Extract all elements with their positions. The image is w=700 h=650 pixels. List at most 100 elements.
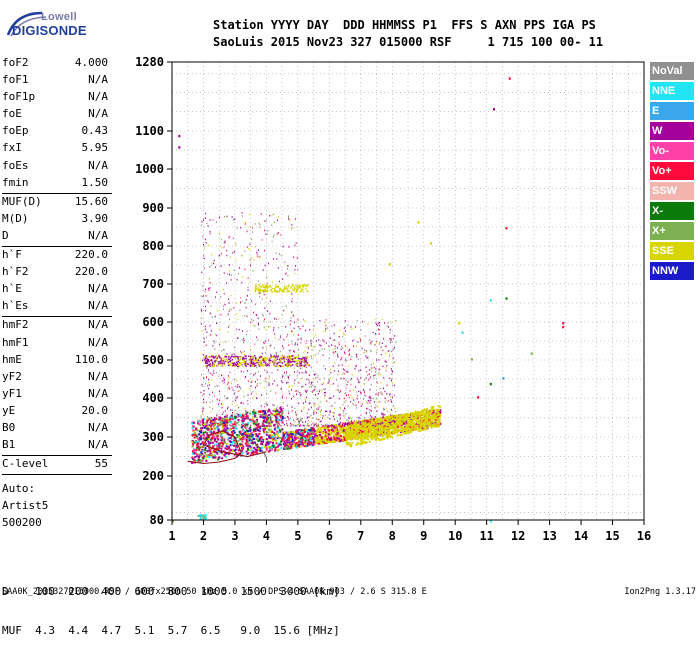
echo-point xyxy=(337,347,338,349)
echo-point xyxy=(250,227,251,229)
echo-point xyxy=(350,418,351,420)
echo-point xyxy=(205,362,207,364)
echo-point xyxy=(338,342,339,344)
echo-point xyxy=(335,348,336,350)
echo-point xyxy=(312,437,314,439)
echo-point xyxy=(321,409,322,411)
echo-point xyxy=(306,286,307,287)
echo-point xyxy=(217,310,218,312)
echo-point xyxy=(213,370,214,372)
echo-point xyxy=(314,379,315,381)
echo-point xyxy=(209,424,211,426)
echo-point xyxy=(323,365,324,367)
echo-point xyxy=(379,322,380,324)
echo-point xyxy=(204,247,205,249)
echo-point xyxy=(253,438,255,440)
echo-point xyxy=(256,393,257,395)
echo-point xyxy=(314,434,316,436)
echo-point xyxy=(358,370,359,372)
echo-point xyxy=(317,398,318,400)
echo-point xyxy=(344,398,345,400)
echo-point xyxy=(203,255,204,257)
echo-point xyxy=(221,442,223,444)
echo-point xyxy=(222,427,224,429)
echo-point xyxy=(261,286,262,287)
echo-point xyxy=(277,385,278,387)
echo-point xyxy=(285,417,286,419)
echo-point xyxy=(382,417,383,419)
echo-point xyxy=(242,215,243,217)
echo-point xyxy=(294,380,295,382)
echo-point xyxy=(271,290,272,291)
echo-point xyxy=(258,425,259,427)
echo-point xyxy=(281,412,282,414)
echo-point xyxy=(242,330,243,332)
echo-point xyxy=(387,385,388,387)
echo-point xyxy=(381,413,382,415)
echo-point xyxy=(228,407,229,409)
echo-point xyxy=(324,392,325,394)
echo-point xyxy=(305,390,306,392)
echo-point xyxy=(264,307,265,309)
echo-point xyxy=(360,329,361,331)
echo-point xyxy=(327,425,329,427)
echo-point xyxy=(205,425,207,427)
echo-point xyxy=(295,433,297,435)
echo-point xyxy=(329,380,330,382)
echo-point xyxy=(323,354,324,356)
echo-point xyxy=(271,344,272,346)
echo-point xyxy=(329,432,331,434)
echo-point xyxy=(286,446,288,448)
echo-point xyxy=(325,368,326,370)
echo-point xyxy=(216,445,218,447)
echo-point xyxy=(283,439,285,441)
echo-point xyxy=(371,371,372,373)
echo-point xyxy=(266,438,268,440)
echo-point xyxy=(288,416,289,418)
echo-point xyxy=(206,377,207,379)
echo-point xyxy=(216,372,217,374)
echo-point xyxy=(207,416,208,418)
echo-point xyxy=(315,335,316,337)
echo-point xyxy=(319,344,320,346)
echo-point xyxy=(343,333,344,335)
echo-point xyxy=(219,361,221,363)
echo-point xyxy=(305,288,306,289)
echo-point xyxy=(350,390,351,392)
echo-point xyxy=(275,411,276,413)
echo-point xyxy=(270,286,271,287)
echo-point xyxy=(294,288,295,289)
echo-point xyxy=(230,360,232,362)
echo-point xyxy=(227,430,229,432)
echo-point xyxy=(206,367,207,369)
echo-point xyxy=(369,402,370,404)
echo-point xyxy=(303,359,305,361)
echo-point xyxy=(358,434,360,436)
echo-point xyxy=(198,453,200,455)
echo-point xyxy=(244,408,245,410)
echo-point xyxy=(232,216,233,218)
echo-point xyxy=(212,316,213,318)
echo-point xyxy=(277,435,279,437)
echo-point xyxy=(252,416,253,418)
echo-point xyxy=(339,330,340,332)
echo-point xyxy=(332,425,333,427)
echo-point xyxy=(303,403,304,405)
echo-point xyxy=(203,424,204,426)
echo-point xyxy=(287,285,288,286)
echo-point xyxy=(201,295,202,297)
echo-point xyxy=(266,393,267,395)
echo-point xyxy=(258,371,259,373)
echo-point xyxy=(298,360,300,362)
echo-point xyxy=(272,357,274,359)
echo-point xyxy=(302,429,304,431)
echo-point xyxy=(223,342,224,344)
echo-point xyxy=(278,449,280,451)
echo-point xyxy=(244,418,246,420)
echo-point xyxy=(316,419,317,421)
echo-point xyxy=(221,253,222,255)
echo-point xyxy=(383,414,384,416)
echo-point xyxy=(274,409,275,411)
echo-point xyxy=(379,333,380,335)
echo-point xyxy=(311,386,312,388)
